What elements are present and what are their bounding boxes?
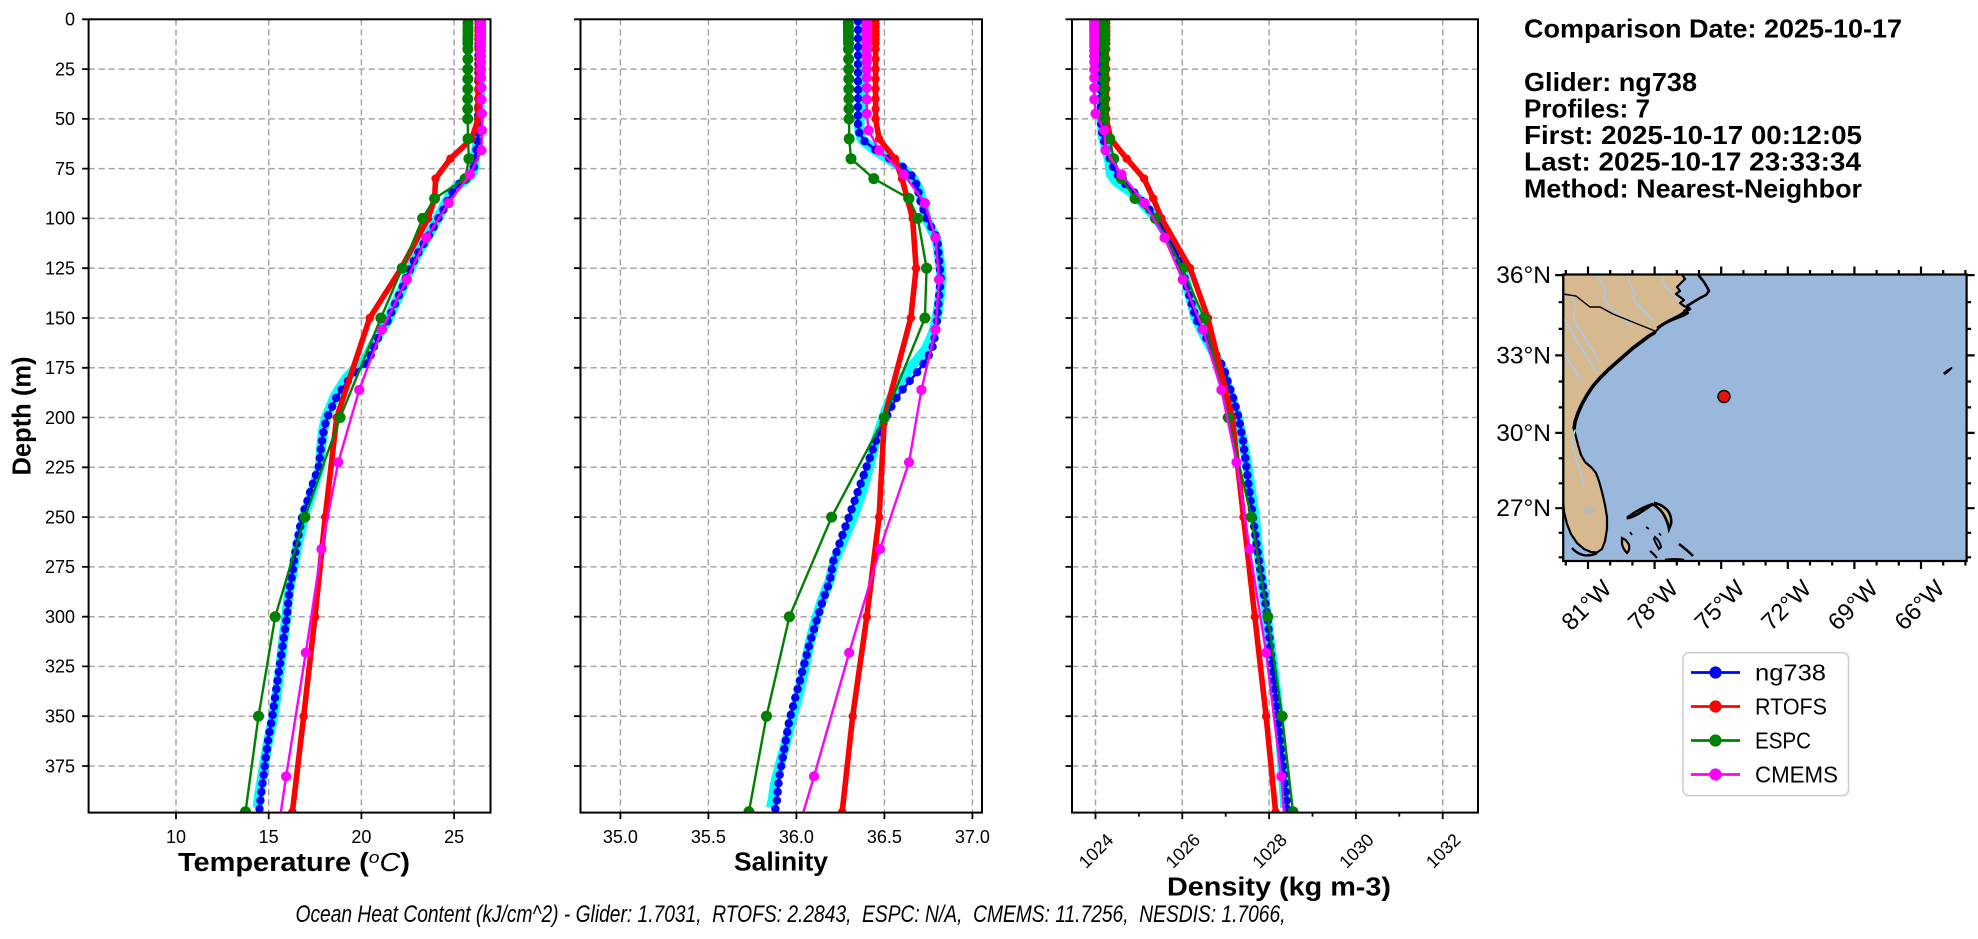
svg-text:375: 375 — [45, 756, 75, 776]
svg-text:36°N: 36°N — [1496, 262, 1551, 289]
svg-text:325: 325 — [45, 657, 75, 677]
svg-text:33°N: 33°N — [1496, 342, 1551, 369]
svg-text:225: 225 — [45, 458, 75, 478]
svg-text:27°N: 27°N — [1496, 495, 1551, 522]
svg-text:First: 2025-10-17 00:12:05: First: 2025-10-17 00:12:05 — [1524, 120, 1862, 150]
svg-text:300: 300 — [45, 607, 75, 627]
svg-text:Density (kg m-3): Density (kg m-3) — [1167, 874, 1391, 902]
svg-text:CMEMS: CMEMS — [1755, 762, 1838, 788]
svg-text:75: 75 — [55, 159, 75, 179]
svg-text:0: 0 — [65, 10, 75, 30]
svg-text:175: 175 — [45, 358, 75, 378]
svg-text:125: 125 — [45, 259, 75, 279]
svg-text:15: 15 — [259, 827, 279, 847]
svg-text:Glider: ng738: Glider: ng738 — [1524, 67, 1697, 97]
svg-text:36.5: 36.5 — [867, 827, 902, 847]
svg-text:Method: Nearest-Neighbor: Method: Nearest-Neighbor — [1524, 173, 1862, 203]
svg-text:25: 25 — [444, 827, 464, 847]
svg-text:ng738: ng738 — [1755, 660, 1826, 686]
svg-text:35.5: 35.5 — [691, 827, 726, 847]
svg-text:35.0: 35.0 — [603, 827, 638, 847]
svg-text:200: 200 — [45, 408, 75, 428]
svg-text:275: 275 — [45, 557, 75, 577]
svg-text:Depth (m): Depth (m) — [9, 357, 37, 476]
svg-text:Comparison Date: 2025-10-17: Comparison Date: 2025-10-17 — [1524, 14, 1902, 44]
svg-text:RTOFS: RTOFS — [1755, 694, 1827, 720]
svg-text:Ocean Heat Content (kJ/cm^2) -: Ocean Heat Content (kJ/cm^2) - Glider: 1… — [296, 901, 1286, 928]
svg-text:37.0: 37.0 — [955, 827, 990, 847]
svg-text:ESPC: ESPC — [1755, 728, 1811, 754]
svg-text:Profiles: 7: Profiles: 7 — [1524, 94, 1650, 124]
svg-text:50: 50 — [55, 109, 75, 129]
svg-text:20: 20 — [351, 827, 371, 847]
svg-text:25: 25 — [55, 59, 75, 79]
svg-text:100: 100 — [45, 209, 75, 229]
svg-text:150: 150 — [45, 308, 75, 328]
svg-text:Last: 2025-10-17 23:33:34: Last: 2025-10-17 23:33:34 — [1524, 147, 1862, 177]
svg-text:350: 350 — [45, 707, 75, 727]
svg-text:30°N: 30°N — [1496, 420, 1551, 447]
svg-text:36.0: 36.0 — [779, 827, 814, 847]
svg-text:Salinity: Salinity — [734, 849, 829, 877]
svg-text:250: 250 — [45, 507, 75, 527]
svg-text:10: 10 — [166, 827, 186, 847]
